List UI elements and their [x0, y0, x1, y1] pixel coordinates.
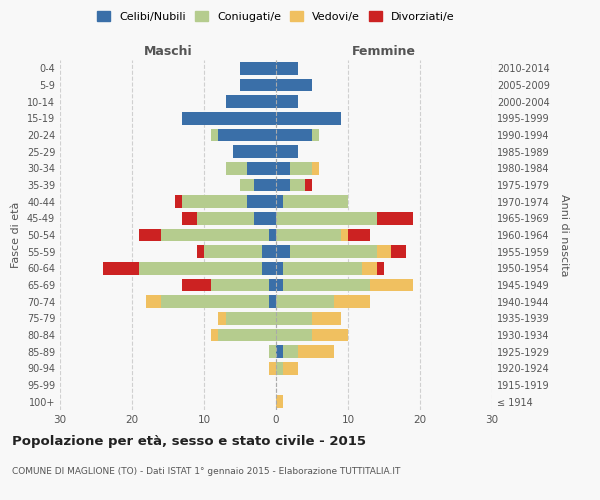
Bar	[226, 96, 276, 108]
Text: COMUNE DI MAGLIONE (TO) - Dati ISTAT 1° gennaio 2015 - Elaborazione TUTTITALIA.I: COMUNE DI MAGLIONE (TO) - Dati ISTAT 1° …	[12, 468, 400, 476]
Bar	[240, 62, 276, 74]
Bar	[240, 179, 254, 192]
Bar	[211, 329, 218, 341]
Bar	[276, 96, 298, 108]
Bar	[276, 346, 283, 358]
Bar	[218, 312, 226, 324]
Bar	[283, 279, 370, 291]
Bar	[218, 329, 276, 341]
Bar	[233, 146, 276, 158]
Bar	[269, 279, 276, 291]
Bar	[247, 162, 276, 174]
Bar	[348, 229, 370, 241]
Bar	[276, 229, 341, 241]
Bar	[276, 112, 341, 124]
Bar	[269, 362, 276, 374]
Bar	[312, 129, 319, 141]
Bar	[276, 179, 290, 192]
Bar	[377, 246, 391, 258]
Legend: Celibi/Nubili, Coniugati/e, Vedovi/e, Divorziati/e: Celibi/Nubili, Coniugati/e, Vedovi/e, Di…	[94, 8, 458, 25]
Bar	[269, 229, 276, 241]
Bar	[204, 246, 262, 258]
Bar	[290, 162, 312, 174]
Bar	[298, 346, 334, 358]
Bar	[305, 179, 312, 192]
Bar	[197, 246, 204, 258]
Bar	[247, 196, 276, 208]
Bar	[197, 212, 254, 224]
Bar	[276, 162, 290, 174]
Bar	[218, 129, 276, 141]
Bar	[175, 196, 182, 208]
Bar	[139, 262, 262, 274]
Bar	[334, 296, 370, 308]
Bar	[276, 196, 283, 208]
Bar	[312, 162, 319, 174]
Bar	[254, 212, 276, 224]
Bar	[283, 196, 348, 208]
Bar	[283, 262, 362, 274]
Bar	[290, 179, 305, 192]
Bar	[269, 346, 276, 358]
Bar	[161, 229, 269, 241]
Y-axis label: Anni di nascita: Anni di nascita	[559, 194, 569, 276]
Text: Maschi: Maschi	[143, 44, 193, 58]
Bar	[362, 262, 377, 274]
Bar	[276, 396, 283, 408]
Bar	[276, 146, 298, 158]
Text: Femmine: Femmine	[352, 44, 416, 58]
Bar	[283, 362, 298, 374]
Bar	[276, 362, 283, 374]
Bar	[139, 229, 161, 241]
Bar	[377, 212, 413, 224]
Bar	[276, 129, 312, 141]
Bar	[182, 212, 197, 224]
Bar	[182, 196, 247, 208]
Bar	[161, 296, 269, 308]
Bar	[283, 346, 298, 358]
Bar	[276, 212, 377, 224]
Bar	[276, 62, 298, 74]
Bar	[370, 279, 413, 291]
Bar	[276, 79, 312, 92]
Bar	[226, 312, 276, 324]
Bar	[276, 279, 283, 291]
Bar	[103, 262, 139, 274]
Bar	[182, 112, 276, 124]
Bar	[211, 279, 269, 291]
Bar	[276, 296, 334, 308]
Bar	[226, 162, 247, 174]
Bar	[341, 229, 348, 241]
Bar	[211, 129, 218, 141]
Bar	[276, 246, 290, 258]
Bar	[262, 262, 276, 274]
Bar	[276, 312, 312, 324]
Bar	[269, 296, 276, 308]
Bar	[391, 246, 406, 258]
Bar	[254, 179, 276, 192]
Bar	[276, 329, 312, 341]
Bar	[276, 262, 283, 274]
Bar	[262, 246, 276, 258]
Y-axis label: Fasce di età: Fasce di età	[11, 202, 21, 268]
Bar	[312, 329, 348, 341]
Bar	[377, 262, 384, 274]
Bar	[312, 312, 341, 324]
Bar	[146, 296, 161, 308]
Text: Popolazione per età, sesso e stato civile - 2015: Popolazione per età, sesso e stato civil…	[12, 435, 366, 448]
Bar	[182, 279, 211, 291]
Bar	[240, 79, 276, 92]
Bar	[290, 246, 377, 258]
